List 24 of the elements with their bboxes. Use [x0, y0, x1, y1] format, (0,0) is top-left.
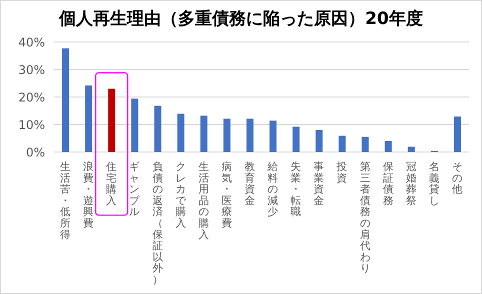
x-tick-label: クレカで購入	[175, 161, 188, 230]
title: 個人再生理由（多重債務に陥った原因）20年度	[59, 9, 423, 29]
x-tick-label: ギャンブル	[129, 161, 142, 218]
x-tick-label: 病気・医療費	[221, 160, 232, 230]
y-tick-label: 20%	[18, 90, 45, 104]
y-tick-label: 30%	[18, 63, 45, 77]
x-tick-label: 名義貸し	[428, 161, 440, 207]
x-tick-label: 浪費・遊興費	[83, 160, 94, 230]
category-label: 第三者債務の肩代わり	[360, 161, 371, 275]
x-tick-label: 生活用品の購入	[198, 160, 210, 241]
y-tick-label: 0%	[26, 146, 45, 160]
x-tick-label: 生活苦・低所得	[60, 160, 72, 241]
y-tick-label: 40%	[18, 36, 45, 50]
x-tick-label: 教育資金	[244, 161, 256, 207]
x-tick-label: その他	[452, 161, 463, 196]
x-tick-label: 失業・転職	[290, 160, 302, 218]
x-tick-label: 冠婚葬祭	[406, 161, 417, 207]
x-tick-label: 住宅購入	[106, 161, 118, 207]
x-tick-label: 事業資金	[314, 160, 325, 207]
x-tick-label: 給料の減少	[266, 161, 279, 218]
y-tick-label: 10%	[18, 118, 45, 132]
x-tick-label: 保証債務	[382, 161, 394, 207]
category-label: 負債の返済（保証以外）	[152, 161, 164, 286]
x-tick-label: 投資	[336, 161, 348, 184]
